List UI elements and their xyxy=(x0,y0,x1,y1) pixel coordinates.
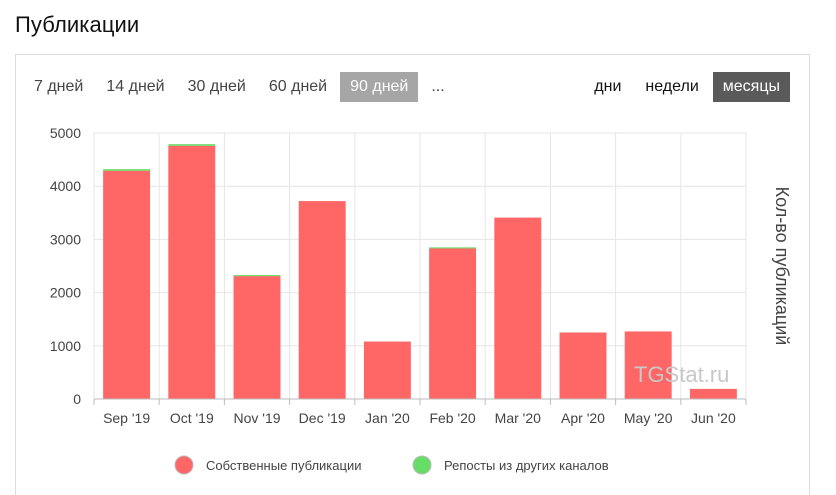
y-tick-label: 1000 xyxy=(50,338,81,354)
y-tick-label: 2000 xyxy=(50,285,81,301)
bar-own[interactable] xyxy=(559,332,607,400)
watermark: TGStat.ru xyxy=(634,362,729,387)
bar-own[interactable] xyxy=(298,201,346,399)
range-tabs: 7 дней 14 дней 30 дней 60 дней 90 дней .… xyxy=(24,72,458,102)
group-tab-months[interactable]: месяцы xyxy=(712,72,790,102)
bar-own[interactable] xyxy=(494,217,542,399)
range-tab-14-days[interactable]: 14 дней xyxy=(106,78,165,95)
x-tick-label: May '20 xyxy=(624,410,673,426)
x-tick-label: Feb '20 xyxy=(429,410,475,426)
axis-layer: 0 1000 2000 3000 4000 5000 Sep '19 Oct '19 Nov '… xyxy=(50,125,747,426)
legend-label-reposts[interactable]: Репосты из других каналов xyxy=(444,458,609,473)
range-tab-more[interactable]: ... xyxy=(431,78,445,95)
legend-marker-reposts[interactable] xyxy=(412,455,432,475)
range-tab-60-days[interactable]: 60 дней xyxy=(268,78,328,95)
bar-reposts[interactable] xyxy=(168,144,216,146)
group-tab-days[interactable]: дни xyxy=(594,78,622,95)
bar-own[interactable] xyxy=(103,170,151,399)
y-tick-label: 5000 xyxy=(50,125,81,141)
bar-own[interactable] xyxy=(689,388,737,399)
bar-own[interactable] xyxy=(233,276,281,399)
bar-own[interactable] xyxy=(168,145,216,399)
x-tick-label: Dec '19 xyxy=(299,410,346,426)
page-title: Публикации xyxy=(15,12,140,37)
y-tick-label: 0 xyxy=(73,391,81,407)
x-tick-label: Nov '19 xyxy=(233,410,280,426)
group-tabs: дни недели месяцы xyxy=(580,72,790,102)
legend: Собственные публикации Репосты из других … xyxy=(174,455,609,475)
y-tick-label: 3000 xyxy=(50,231,81,247)
bar-own[interactable] xyxy=(363,341,411,399)
bar-reposts[interactable] xyxy=(429,247,477,249)
range-tab-90-days[interactable]: 90 дней xyxy=(340,72,419,102)
legend-label-own[interactable]: Собственные публикации xyxy=(206,458,361,473)
x-tick-label: Mar '20 xyxy=(495,410,541,426)
x-tick-label: Oct '19 xyxy=(170,410,214,426)
x-tick-label: Sep '19 xyxy=(103,410,150,426)
bar-reposts[interactable] xyxy=(233,275,281,277)
group-tab-weeks[interactable]: недели xyxy=(645,78,699,95)
range-tab-30-days[interactable]: 30 дней xyxy=(187,78,246,95)
x-tick-label: Jan '20 xyxy=(365,410,410,426)
range-tab-7-days[interactable]: 7 дней xyxy=(34,78,84,95)
bar-own[interactable] xyxy=(429,248,477,399)
y-axis-label: Кол-во публикаций xyxy=(772,187,792,346)
legend-marker-own[interactable] xyxy=(174,455,194,475)
y-tick-label: 4000 xyxy=(50,178,81,194)
bar-reposts[interactable] xyxy=(103,169,151,171)
x-tick-label: Jun '20 xyxy=(691,410,736,426)
bars-layer xyxy=(103,144,737,399)
x-tick-label: Apr '20 xyxy=(561,410,605,426)
bar-own[interactable] xyxy=(624,331,672,399)
